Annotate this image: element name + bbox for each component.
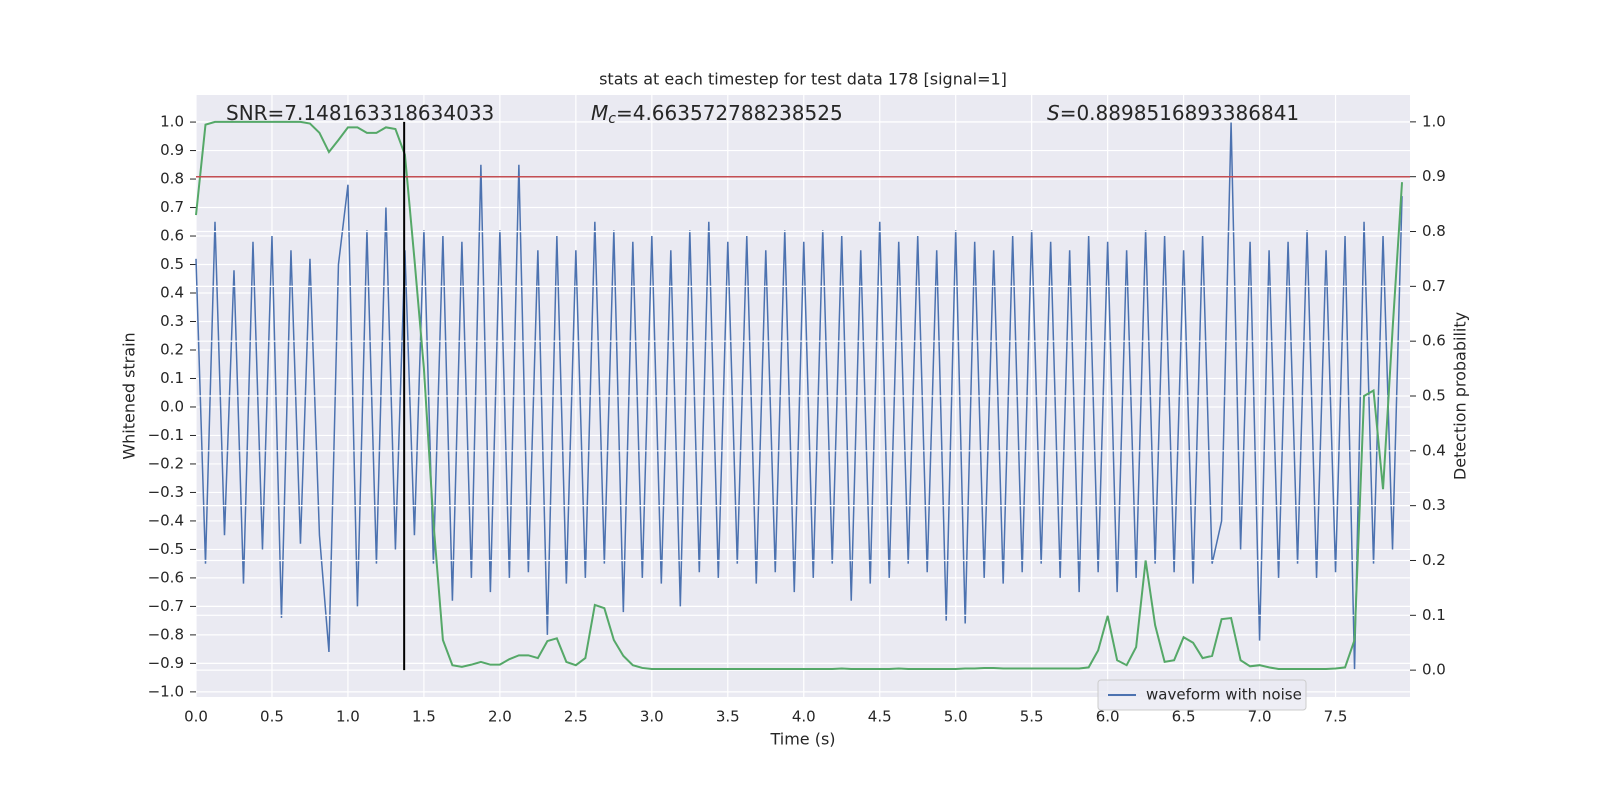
y-tick-label: 0.9 bbox=[160, 141, 184, 159]
y2-tick-label: 0.5 bbox=[1422, 387, 1446, 405]
x-tick-label: 4.5 bbox=[868, 708, 892, 726]
y2-tick-label: 0.0 bbox=[1422, 661, 1446, 679]
y2-tick-label: 0.7 bbox=[1422, 277, 1446, 295]
y-tick-label: −0.1 bbox=[148, 426, 184, 444]
x-tick-label: 7.5 bbox=[1324, 708, 1348, 726]
y-tick-label: 0.3 bbox=[160, 312, 184, 330]
x-tick-label: 5.0 bbox=[944, 708, 968, 726]
annotation-text: SNR=7.148163318634033 bbox=[226, 101, 494, 125]
y-tick-label: 0.4 bbox=[160, 284, 184, 302]
y-tick-label: −0.5 bbox=[148, 540, 184, 558]
annotation-text: =0.8898516893386841 bbox=[1060, 101, 1299, 125]
x-tick-label: 4.0 bbox=[792, 708, 816, 726]
y-tick-label: 0.6 bbox=[160, 227, 184, 245]
y-tick-label: −0.3 bbox=[148, 483, 184, 501]
y-tick-label: 0.5 bbox=[160, 255, 184, 273]
x-tick-label: 7.0 bbox=[1248, 708, 1272, 726]
annotation-subscript: c bbox=[608, 111, 616, 127]
y-tick-label: 0.8 bbox=[160, 170, 184, 188]
y2-axis-label: Detection probability bbox=[1451, 312, 1470, 480]
legend-box bbox=[1097, 679, 1307, 711]
y-tick-label: 0.0 bbox=[160, 397, 184, 415]
x-tick-label: 1.0 bbox=[336, 708, 360, 726]
y2-tick-label: 0.1 bbox=[1422, 606, 1446, 624]
annotation: S=0.8898516893386841 bbox=[1047, 101, 1299, 125]
y2-tick-label: 0.3 bbox=[1422, 496, 1446, 514]
x-tick-label: 6.5 bbox=[1172, 708, 1196, 726]
y-tick-label: −0.7 bbox=[148, 597, 184, 615]
annotation: Mc=4.663572788238525 bbox=[591, 101, 843, 128]
annotation-symbol: M bbox=[591, 101, 608, 125]
annotation-symbol: S bbox=[1047, 101, 1060, 125]
x-tick-label: 2.0 bbox=[488, 708, 512, 726]
x-tick-label: 0.0 bbox=[184, 708, 208, 726]
legend-label: waveform with noise bbox=[1146, 686, 1302, 704]
x-tick-label: 6.0 bbox=[1096, 708, 1120, 726]
probability-line bbox=[195, 120, 1404, 671]
annotation: SNR=7.148163318634033 bbox=[226, 101, 494, 125]
y-tick-label: 1.0 bbox=[160, 113, 184, 131]
x-tick-label: 1.5 bbox=[412, 708, 436, 726]
x-tick-label: 3.0 bbox=[640, 708, 664, 726]
y-tick-label: −1.0 bbox=[148, 682, 184, 700]
y2-tick-label: 0.4 bbox=[1422, 441, 1446, 459]
y-tick-label: −0.6 bbox=[148, 568, 184, 586]
x-tick-label: 3.5 bbox=[716, 708, 740, 726]
y-tick-label: −0.8 bbox=[148, 625, 184, 643]
y-tick-label: −0.4 bbox=[148, 511, 184, 529]
y2-tick-label: 0.2 bbox=[1422, 551, 1446, 569]
x-tick-label: 2.5 bbox=[564, 708, 588, 726]
y-tick-label: 0.2 bbox=[160, 340, 184, 358]
y-axis-label: Whitened strain bbox=[120, 332, 139, 459]
y2-tick-label: 0.9 bbox=[1422, 167, 1446, 185]
y-tick-label: 0.1 bbox=[160, 369, 184, 387]
waveform-line bbox=[195, 122, 1403, 670]
y-tick-label: −0.9 bbox=[148, 654, 184, 672]
x-axis-label: Time (s) bbox=[769, 730, 835, 749]
y-tick-label: −0.2 bbox=[148, 454, 184, 472]
x-tick-label: 0.5 bbox=[260, 708, 284, 726]
y2-tick-label: 0.8 bbox=[1422, 222, 1446, 240]
y2-tick-label: 1.0 bbox=[1422, 112, 1446, 130]
x-tick-label: 5.5 bbox=[1020, 708, 1044, 726]
annotation-text: =4.663572788238525 bbox=[616, 101, 843, 125]
chart-title: stats at each timestep for test data 178… bbox=[599, 70, 1007, 89]
y-tick-label: 0.7 bbox=[160, 198, 184, 216]
y2-tick-label: 0.6 bbox=[1422, 332, 1446, 350]
